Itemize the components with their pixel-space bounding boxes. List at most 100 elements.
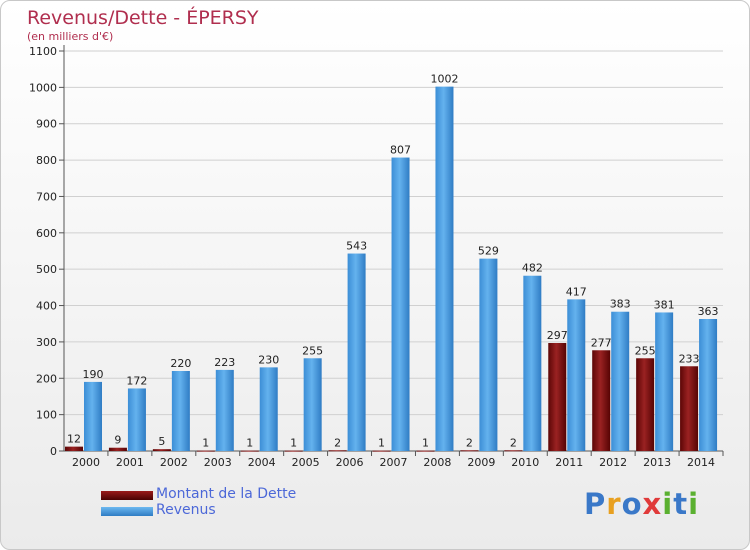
- data-label-dette: 1: [422, 437, 429, 450]
- data-label-revenus: 255: [302, 344, 323, 357]
- y-tick-label: 600: [36, 227, 57, 240]
- y-tick-label: 0: [50, 445, 57, 458]
- data-label-revenus: 529: [478, 245, 499, 258]
- data-label-revenus: 230: [258, 353, 279, 366]
- bar-revenus: [215, 369, 234, 451]
- bar-revenus: [391, 157, 410, 451]
- data-label-dette: 255: [635, 344, 656, 357]
- bar-revenus: [303, 358, 322, 451]
- x-tick-label: 2005: [292, 456, 320, 469]
- legend-swatch-revenus: [101, 507, 153, 516]
- data-label-revenus: 190: [83, 368, 104, 381]
- bar-revenus: [171, 371, 190, 451]
- y-tick-label: 400: [36, 300, 57, 313]
- data-label-dette: 2: [510, 436, 517, 449]
- bar-revenus: [127, 388, 146, 451]
- x-tick-label: 2008: [423, 456, 451, 469]
- data-labels: 1219091725220122312301255254318071100225…: [67, 73, 719, 450]
- bar-dette: [636, 358, 655, 451]
- axes: 0 100 200 300 400 500 600 700 800 900 1000 1100 2000…: [29, 45, 724, 469]
- data-label-dette: 1: [290, 437, 297, 450]
- data-label-revenus: 383: [610, 298, 631, 311]
- bar-dette: [592, 350, 611, 451]
- logo-letter: o: [621, 487, 643, 521]
- data-label-dette: 2: [466, 436, 473, 449]
- legend-label-dette: Montant de la Dette: [156, 486, 297, 502]
- bar-dette: [108, 447, 127, 451]
- data-label-dette: 9: [114, 434, 121, 447]
- bar-revenus: [435, 86, 454, 452]
- bar-dette: [680, 366, 699, 451]
- data-label-dette: 277: [591, 336, 612, 349]
- x-tick-label: 2003: [204, 456, 232, 469]
- bar-dette: [548, 343, 567, 451]
- legend-label-revenus: Revenus: [156, 502, 216, 518]
- logo-letter: P: [584, 487, 607, 521]
- data-label-revenus: 1002: [430, 73, 458, 86]
- x-tick-label: 2010: [511, 456, 539, 469]
- bar-revenus: [347, 253, 366, 451]
- bar-dette: [152, 449, 171, 451]
- logo-letter: x: [642, 487, 663, 521]
- x-tick-label: 2002: [160, 456, 188, 469]
- legend-swatch-dette: [101, 491, 153, 500]
- bar-revenus: [567, 299, 586, 451]
- data-label-revenus: 223: [214, 356, 235, 369]
- logo-letter: i: [688, 487, 700, 521]
- bar-dette: [240, 450, 259, 452]
- x-tick-label: 2000: [72, 456, 100, 469]
- y-tick-label: 900: [36, 118, 57, 131]
- data-label-revenus: 482: [522, 262, 543, 275]
- bar-dette: [416, 450, 435, 452]
- bar-revenus: [699, 319, 718, 451]
- bar-revenus: [259, 367, 278, 451]
- bar-revenus: [611, 311, 630, 451]
- x-tick-label: 2012: [599, 456, 627, 469]
- chart-title: Revenus/Dette - ÉPERSY: [27, 7, 259, 29]
- data-label-revenus: 381: [654, 298, 675, 311]
- data-label-dette: 1: [246, 437, 253, 450]
- y-tick-label: 100: [36, 409, 57, 422]
- data-label-dette: 5: [158, 435, 165, 448]
- bar-dette: [460, 450, 479, 452]
- y-tick-label: 1100: [29, 45, 57, 58]
- logo-letter: r: [606, 487, 622, 521]
- x-tick-label: 2013: [643, 456, 671, 469]
- bar-revenus: [84, 381, 102, 451]
- x-tick-label: 2014: [687, 456, 715, 469]
- bars: [65, 86, 718, 452]
- y-tick-label: 1000: [29, 81, 57, 94]
- data-label-revenus: 363: [698, 305, 719, 318]
- data-label-dette: 1: [202, 437, 209, 450]
- bar-revenus: [479, 258, 498, 451]
- data-label-revenus: 172: [126, 374, 147, 387]
- y-tick-label: 500: [36, 263, 57, 276]
- bar-dette: [196, 450, 215, 452]
- x-tick-label: 2001: [116, 456, 144, 469]
- proxiti-logo: Proxiti: [584, 487, 699, 521]
- data-label-revenus: 220: [170, 357, 191, 370]
- x-tick-label: 2004: [248, 456, 276, 469]
- bar-revenus: [523, 275, 542, 451]
- bar-dette: [328, 450, 347, 452]
- y-tick-label: 300: [36, 336, 57, 349]
- data-label-dette: 2: [334, 436, 341, 449]
- y-tick-label: 700: [36, 190, 57, 203]
- y-tick-label: 800: [36, 154, 57, 167]
- data-label-dette: 233: [679, 352, 700, 365]
- chart-subtitle: (en milliers d'€): [27, 30, 114, 43]
- logo-letter: i: [662, 487, 674, 521]
- y-tick-label: 200: [36, 372, 57, 385]
- bar-revenus: [655, 312, 674, 451]
- x-tick-label: 2011: [555, 456, 583, 469]
- x-tick-label: 2006: [336, 456, 364, 469]
- bar-dette: [284, 450, 303, 452]
- data-label-revenus: 543: [346, 240, 367, 253]
- data-label-dette: 1: [378, 437, 385, 450]
- bar-dette: [504, 450, 523, 452]
- x-tick-label: 2007: [380, 456, 408, 469]
- data-label-revenus: 807: [390, 144, 411, 157]
- bar-dette: [372, 450, 391, 452]
